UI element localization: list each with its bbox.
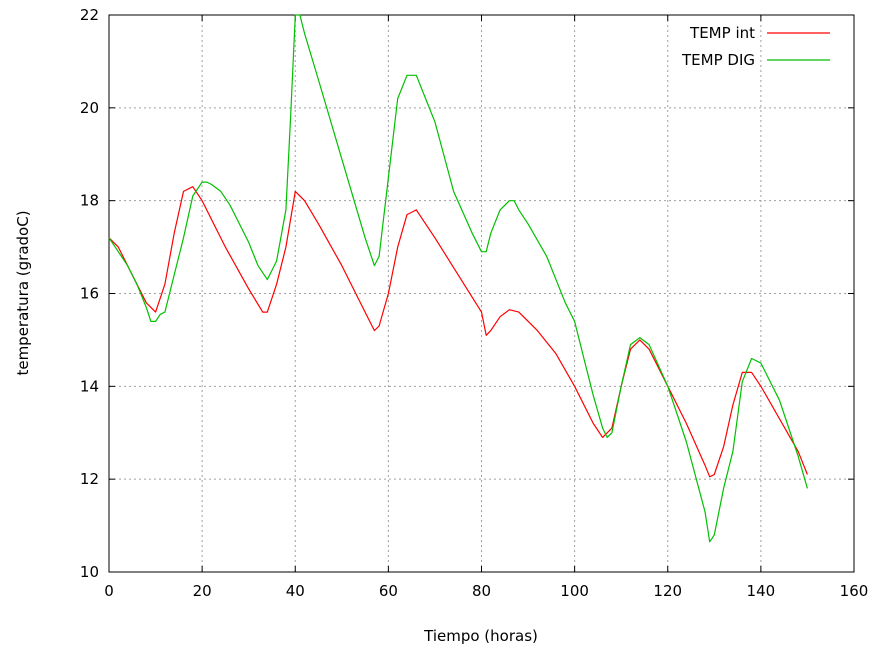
x-tick-label: 40 bbox=[286, 582, 305, 600]
y-tick-label: 16 bbox=[80, 285, 99, 303]
x-tick-label: 140 bbox=[747, 582, 776, 600]
legend-label-2: TEMP DIG bbox=[681, 51, 755, 69]
x-tick-label: 20 bbox=[193, 582, 212, 600]
series-line-1 bbox=[108, 186, 808, 478]
x-tick-label: 160 bbox=[840, 582, 869, 600]
ticks-layer: 0 20 40 60 80 100 120 140 160 10 12 14 16 18 20 22 bbox=[80, 6, 868, 600]
y-tick-label: 18 bbox=[80, 192, 99, 210]
legend-label-1: TEMP int bbox=[689, 24, 755, 42]
series-layer bbox=[108, 14, 808, 543]
y-tick-label: 22 bbox=[80, 6, 99, 24]
x-tick-label: 120 bbox=[653, 582, 682, 600]
grid-layer bbox=[109, 15, 854, 572]
series-line-2 bbox=[108, 14, 808, 543]
y-tick-label: 14 bbox=[80, 377, 99, 395]
x-axis-label: Tiempo (horas) bbox=[423, 627, 538, 645]
x-tick-label: 0 bbox=[104, 582, 114, 600]
y-tick-label: 12 bbox=[80, 470, 99, 488]
y-tick-label: 20 bbox=[80, 99, 99, 117]
x-tick-label: 100 bbox=[560, 582, 589, 600]
x-tick-label: 60 bbox=[379, 582, 398, 600]
y-tick-label: 10 bbox=[80, 563, 99, 581]
legend: TEMP int TEMP DIG bbox=[681, 24, 830, 69]
x-tick-label: 80 bbox=[472, 582, 491, 600]
y-axis-label: temperatura (gradoC) bbox=[14, 210, 32, 375]
